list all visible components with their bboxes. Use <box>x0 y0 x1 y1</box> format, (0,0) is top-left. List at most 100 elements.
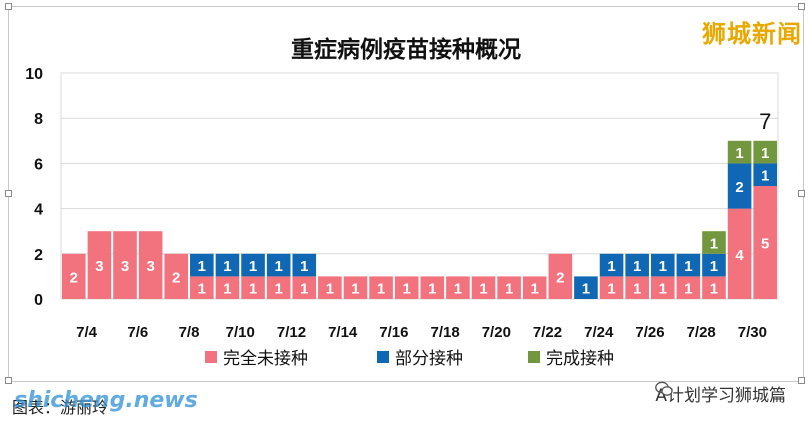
bar-segment <box>471 276 496 299</box>
x-tick-label: 7/14 <box>328 324 358 341</box>
resize-handle-bottom-right[interactable] <box>798 377 805 384</box>
bar-segment <box>369 276 393 299</box>
x-tick-label: 7/12 <box>277 324 306 341</box>
data-label: 2 <box>172 269 180 286</box>
data-label: 1 <box>633 281 641 298</box>
bar-segment <box>266 253 291 277</box>
data-label: 1 <box>761 168 769 185</box>
data-label: 1 <box>659 281 667 298</box>
x-tick-label: 7/4 <box>76 324 98 341</box>
x-tick-label: 7/22 <box>533 324 562 341</box>
bar-segment <box>241 253 265 277</box>
bar-segment <box>753 140 777 164</box>
bar-segment <box>420 276 445 299</box>
resize-handle-top-left[interactable] <box>5 3 12 10</box>
resize-handle-right[interactable] <box>798 190 805 197</box>
legend-label-unvaccinated: 完全未接种 <box>223 349 308 369</box>
data-label: 1 <box>582 281 590 298</box>
x-tick-label: 7/10 <box>226 324 255 341</box>
data-label: 3 <box>146 258 154 275</box>
bar-segment <box>574 276 598 299</box>
bar-segment <box>727 208 752 299</box>
data-label: 1 <box>531 281 539 298</box>
legend-item-complete: 完成接种 <box>528 344 614 369</box>
data-label: 1 <box>351 281 359 298</box>
data-label: 1 <box>223 258 231 275</box>
x-tick-label: 7/20 <box>482 324 511 341</box>
data-label: 1 <box>198 258 206 275</box>
bar-segment <box>753 186 777 299</box>
resize-handle-top-right[interactable] <box>798 3 805 10</box>
data-label: 2 <box>70 269 78 286</box>
legend-swatch-partial <box>377 350 389 363</box>
legend-swatch-complete <box>528 350 540 363</box>
bar-segment <box>676 253 701 277</box>
data-label: 1 <box>479 281 487 298</box>
bar-segment <box>522 276 547 299</box>
bar-segment <box>190 253 214 277</box>
data-label: 1 <box>428 281 436 298</box>
legend-swatch-unvaccinated <box>205 350 217 363</box>
bar-segment <box>625 276 649 299</box>
bar-segment <box>650 276 675 299</box>
data-label: 1 <box>735 145 743 162</box>
bar-segment <box>113 231 137 299</box>
resize-handle-left[interactable] <box>5 190 12 197</box>
bar-segment <box>446 276 470 299</box>
data-label: 1 <box>659 258 667 275</box>
y-tick-label: 2 <box>34 247 43 264</box>
chart-legend: 完全未接种 部分接种 完成接种 <box>0 344 812 369</box>
data-label: 1 <box>274 281 282 298</box>
data-label: 1 <box>710 236 718 253</box>
data-label: 1 <box>607 281 615 298</box>
account-name: A计划学习狮城篇 <box>655 386 786 406</box>
bar-segment <box>497 276 521 299</box>
bar-segment <box>292 276 317 299</box>
bar-segment <box>702 276 726 299</box>
data-label: 4 <box>735 247 744 264</box>
watermark-logo: 狮城新闻 <box>702 19 802 48</box>
bar-segment <box>164 253 189 299</box>
legend-item-partial: 部分接种 <box>377 344 463 369</box>
data-label: 1 <box>710 258 718 275</box>
x-tick-label: 7/6 <box>127 324 148 341</box>
x-tick-label: 7/28 <box>687 324 716 341</box>
data-label: 1 <box>761 145 769 162</box>
data-label: 1 <box>249 258 257 275</box>
data-label: 1 <box>300 258 308 275</box>
bar-segment <box>702 231 726 254</box>
y-tick-label: 6 <box>34 156 43 173</box>
bar-segment <box>241 276 265 299</box>
data-label: 2 <box>556 269 564 286</box>
data-label: 1 <box>300 281 308 298</box>
data-label: 1 <box>249 281 257 298</box>
bar-segment <box>215 276 240 299</box>
legend-item-unvaccinated: 完全未接种 <box>205 344 308 369</box>
site-watermark: shicheng.news <box>14 388 198 413</box>
data-label: 1 <box>454 281 462 298</box>
y-tick-label: 10 <box>25 66 43 83</box>
y-tick-label: 8 <box>34 111 43 128</box>
data-label: 1 <box>274 258 282 275</box>
bar-segment <box>62 253 86 299</box>
bar-segment <box>753 163 777 186</box>
resize-handle-bottom-left[interactable] <box>5 377 12 384</box>
data-label: 1 <box>223 281 231 298</box>
x-tick-label: 7/30 <box>738 324 767 341</box>
bar-segment <box>727 140 752 164</box>
data-label: 1 <box>684 258 692 275</box>
data-label: 2 <box>735 179 743 196</box>
bar-segment <box>727 163 752 209</box>
bar-segment <box>599 253 624 277</box>
x-tick-label: 7/26 <box>635 324 664 341</box>
bar-segment <box>394 276 419 299</box>
bar-segment <box>266 276 291 299</box>
data-label: 1 <box>403 281 411 298</box>
bar-segment <box>625 253 649 277</box>
bar-segment <box>702 253 726 277</box>
bar-segment <box>599 276 624 299</box>
data-label: 1 <box>377 281 385 298</box>
bar-segment <box>190 276 214 299</box>
x-tick-label: 7/24 <box>584 324 614 341</box>
